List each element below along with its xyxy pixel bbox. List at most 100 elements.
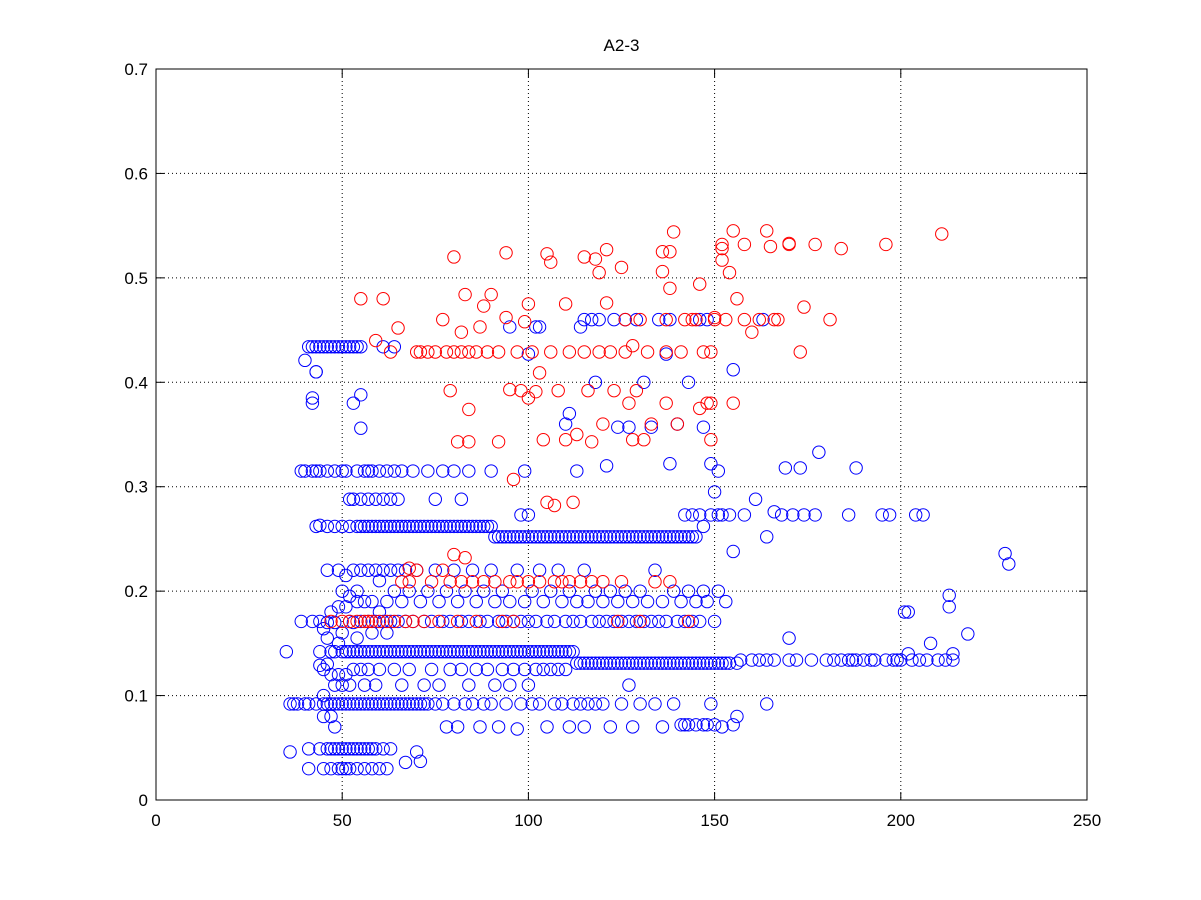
y-tick-label: 0.5 (124, 269, 148, 288)
data-point (331, 340, 346, 354)
data-point (346, 742, 361, 756)
data-point (745, 653, 759, 667)
data-point (916, 508, 930, 522)
data-point (666, 584, 681, 598)
data-point (737, 237, 752, 252)
data-point (655, 245, 670, 259)
data-point (398, 519, 413, 534)
series-1 (279, 312, 1016, 776)
data-point (856, 653, 871, 667)
data-point (577, 250, 591, 264)
data-point (551, 530, 565, 544)
data-point (640, 656, 655, 670)
data-point (711, 656, 726, 670)
data-point (290, 697, 305, 711)
data-point (287, 697, 301, 711)
data-point (305, 614, 320, 629)
data-point (395, 697, 409, 711)
data-point (506, 530, 521, 544)
data-point (432, 519, 446, 534)
data-point (551, 662, 565, 677)
data-point (521, 575, 536, 589)
data-point (395, 678, 409, 692)
data-point (421, 345, 435, 359)
data-point (391, 697, 405, 711)
data-point (499, 310, 513, 325)
data-point (320, 464, 335, 478)
data-point (681, 614, 696, 629)
data-point (901, 647, 915, 661)
data-point (313, 518, 327, 533)
data-point (316, 340, 331, 354)
data-point (540, 247, 554, 261)
data-point (659, 656, 673, 670)
data-point (313, 614, 327, 629)
data-point (506, 614, 521, 629)
data-point (562, 530, 577, 544)
data-point (447, 645, 461, 659)
data-point (570, 427, 584, 442)
data-point (704, 508, 718, 522)
data-point (428, 492, 442, 506)
data-point (562, 345, 577, 359)
data-point (309, 697, 323, 711)
data-point (637, 614, 651, 629)
data-point (599, 614, 614, 629)
data-point (629, 383, 644, 398)
data-point (354, 292, 368, 306)
data-point (659, 396, 673, 410)
data-point (599, 242, 614, 257)
data-point (380, 626, 394, 640)
data-point (644, 530, 658, 544)
data-point (450, 720, 465, 734)
data-point (663, 656, 677, 670)
data-point (618, 345, 632, 359)
data-point (886, 653, 901, 667)
data-point (499, 246, 513, 260)
x-tick-label: 100 (514, 811, 542, 830)
data-point (331, 761, 346, 776)
data-point (462, 678, 476, 692)
data-point (309, 365, 323, 379)
grid (156, 69, 1087, 800)
data-point (350, 584, 364, 598)
data-point (946, 653, 960, 667)
data-point (551, 383, 565, 398)
data-point (395, 645, 409, 659)
data-point (544, 584, 558, 598)
data-point (611, 614, 625, 629)
data-point (730, 709, 744, 724)
data-point (309, 340, 323, 354)
data-point (491, 645, 506, 659)
data-point (581, 594, 595, 609)
data-point (369, 519, 383, 534)
data-point (484, 464, 498, 478)
data-point (804, 653, 819, 667)
data-point (462, 519, 476, 534)
data-point (849, 653, 863, 667)
data-point (845, 653, 860, 667)
data-point (495, 614, 510, 629)
data-point (529, 645, 543, 659)
data-point (335, 761, 349, 776)
data-point (544, 255, 558, 269)
data-point (402, 584, 416, 598)
data-point (335, 614, 349, 629)
data-point (577, 656, 591, 670)
data-point (733, 653, 748, 667)
data-point (521, 614, 536, 629)
data-point (599, 530, 614, 544)
data-point (454, 662, 469, 677)
data-point (432, 614, 446, 629)
data-point (454, 492, 469, 506)
data-point (663, 457, 677, 471)
data-point (409, 697, 424, 711)
data-point (357, 614, 372, 629)
data-point (477, 575, 491, 589)
data-point (603, 656, 618, 670)
y-tick-label: 0.3 (124, 478, 148, 497)
data-point (354, 614, 368, 629)
data-point (357, 594, 372, 609)
data-point (555, 645, 569, 659)
